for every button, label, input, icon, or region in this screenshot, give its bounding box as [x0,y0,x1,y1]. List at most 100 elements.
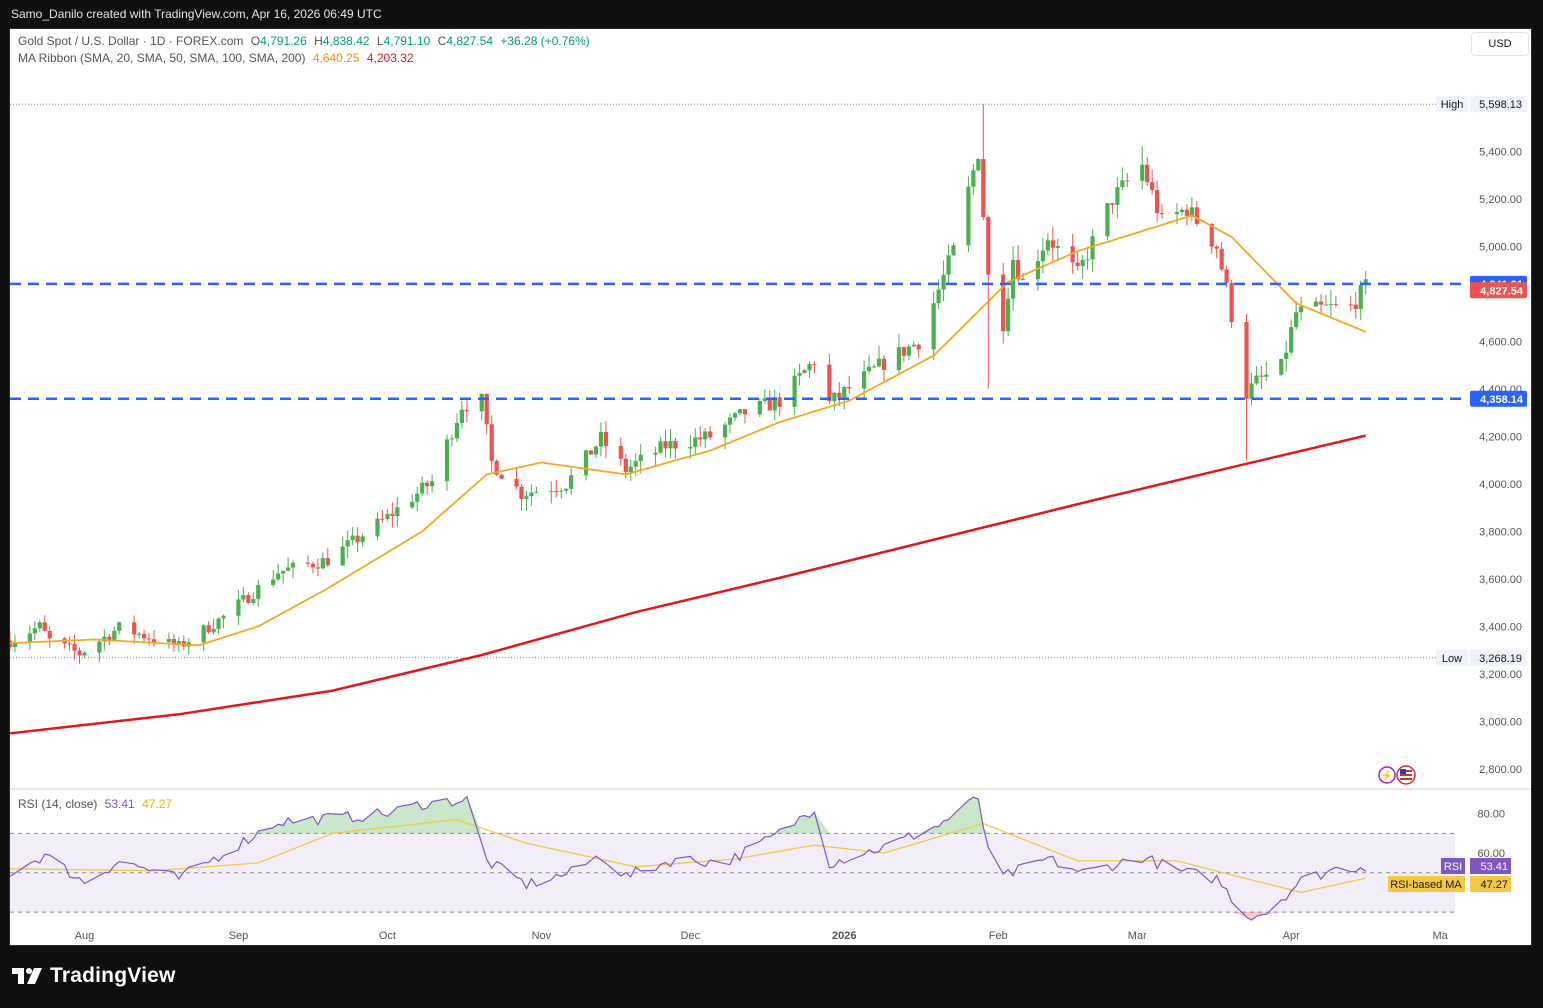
candle-up [1120,180,1125,188]
candle-up [732,413,738,418]
candle-down [698,437,703,440]
candle-up [871,366,877,368]
close-value: 4,827.54 [446,34,494,48]
y-tick-label: 4,000.00 [1479,479,1522,491]
rsi-badge-label: RSI [1444,861,1462,873]
candle-up [862,371,867,389]
high-value-bg [1470,96,1527,113]
candle-down [1318,301,1324,305]
candle-up [737,409,743,414]
candle-up [320,558,325,569]
candle-up [703,431,708,440]
candle-up [936,289,941,304]
candle-up [832,392,837,401]
candle-down [837,392,842,398]
x-tick-label: Dec [681,930,701,942]
candle-up [375,518,380,537]
candle-up [1090,236,1095,260]
candle-up [802,370,807,373]
candle-up [598,431,604,447]
candle-up [1299,306,1304,313]
rsi-line [10,795,1367,921]
rsi-label[interactable]: RSI (14, close) [18,797,98,811]
rsi-legend: RSI (14, close) 53.41 47.27 [18,797,176,811]
candle-up [12,642,18,648]
candle-up [281,570,286,574]
candle-up [524,496,529,499]
price-legend: Gold Spot / U.S. Dollar · 1D · FOREX.com… [18,34,594,48]
x-tick-label: Sep [229,930,249,942]
candle-up [1363,279,1368,286]
rsi-ma-badge-label: RSI-based MA [1390,879,1462,891]
candle-down [1020,279,1026,281]
candle-down [390,513,395,516]
candle-down [484,393,489,425]
candle-up [971,170,976,187]
us-flag-stripe [1400,778,1412,780]
tradingview-logo[interactable]: TradingView [12,964,176,988]
candle-up [236,599,241,616]
candle-up [360,536,365,543]
candle-up [444,439,450,482]
candle-down [588,450,594,455]
candle-down [742,409,748,415]
candle-down [1150,182,1155,191]
candle-down [107,636,112,640]
candle-up [1080,259,1085,267]
candle-up [1140,164,1145,181]
x-tick-label: Nov [532,930,552,942]
chart-canvas[interactable]: 2,800.00 3,000.00 3,200.00 3,400.00 3,600.00… [10,29,1531,945]
key-level-value: 4,358.14 [1480,394,1524,406]
candle-up [251,599,256,603]
rsi-badge-value-bg [1470,858,1511,875]
y-tick-label: 4,200.00 [1479,431,1522,443]
x-tick-label: Aug [75,930,95,942]
candle-down [1110,203,1115,205]
candle-up [1249,383,1254,399]
candle-down [1184,209,1190,216]
lightning-icon-glyph: ⚡ [1381,769,1393,782]
candle-up [866,366,872,372]
rsi-tick-label: 60.00 [1477,848,1505,860]
candle-down [1015,260,1021,280]
candle-up [727,417,733,425]
candle-up [137,633,142,635]
candle-down [812,364,817,366]
candle-up [966,186,971,246]
candle-down [603,431,609,446]
candle-up [876,358,882,367]
symbol-label[interactable]: Gold Spot / U.S. Dollar · 1D · FOREX.com [18,34,244,48]
candle-up [82,652,87,656]
candle-down [1348,304,1353,306]
currency-button[interactable]: USD [1471,32,1529,56]
candle-up [653,452,658,455]
candle-up [27,633,32,643]
candle-down [1353,304,1358,310]
candle-down [494,460,499,475]
candle-up [350,535,355,541]
candle-down [663,441,668,449]
low-value: 4,791.10 [383,34,431,48]
open-label: O [250,34,261,48]
lightning-icon [1378,766,1396,784]
high-label-bg [1436,96,1468,113]
rsi-badge-value: 53.41 [1480,861,1508,873]
candle-up [1323,304,1329,306]
ma-ribbon-label[interactable]: MA Ribbon (SMA, 20, SMA, 50, SMA, 100, S… [18,51,306,65]
candle-up [1174,212,1180,215]
candle-up [285,567,291,571]
top-bar: Samo_Danilo created with TradingView.com… [0,0,1543,28]
candle-up [241,595,246,600]
rsi-oversold-fill [10,912,1366,920]
low-value: 3,268.19 [1479,653,1522,665]
candle-up [454,422,460,439]
candle-down [325,558,330,566]
candle-down [67,643,72,645]
candle-up [762,398,767,401]
low-label: L [376,34,384,48]
candle-up [32,628,37,634]
candle-up [583,450,589,476]
candle-down [1224,269,1229,283]
candle-up [271,579,276,585]
candle-up [896,347,901,370]
